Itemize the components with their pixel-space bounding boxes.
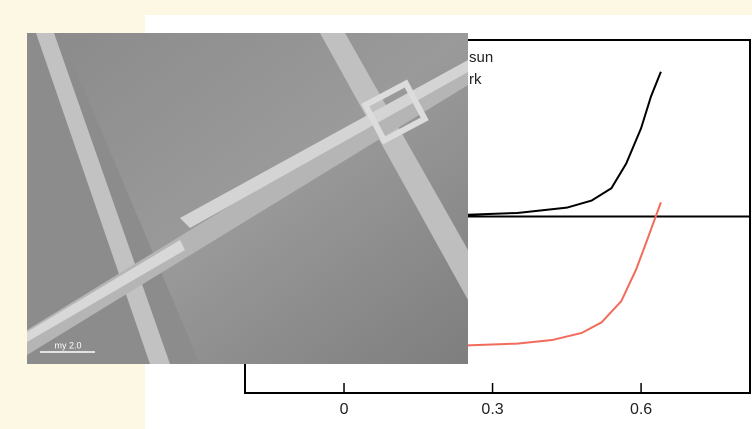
sem-image xyxy=(27,33,468,364)
x-tick-label: 0.6 xyxy=(630,401,652,418)
curve xyxy=(467,71,662,216)
legend-label: sun xyxy=(469,49,493,66)
x-tick-label: 0 xyxy=(340,401,349,418)
scale-bar-label: my 2.0 xyxy=(54,340,81,350)
curve xyxy=(467,202,662,347)
x-tick-label: 0.3 xyxy=(481,401,503,418)
legend-label: rk xyxy=(469,71,482,88)
